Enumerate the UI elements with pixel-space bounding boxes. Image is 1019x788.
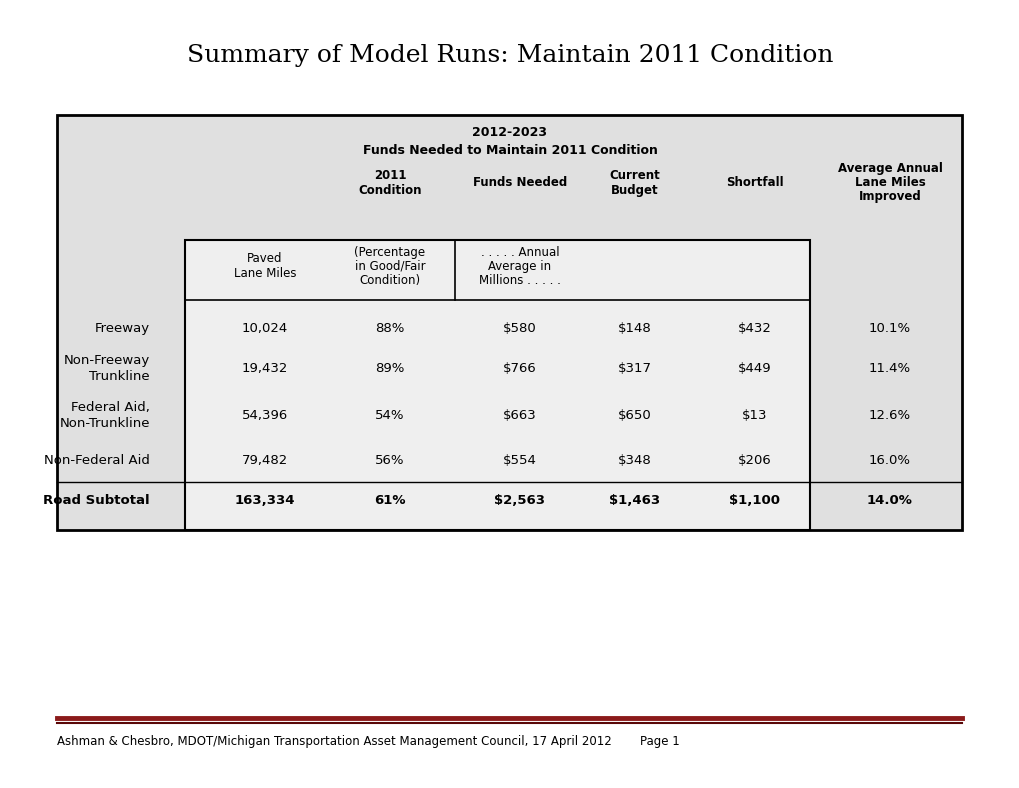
Text: in Good/Fair: in Good/Fair xyxy=(355,259,425,273)
Text: Summary of Model Runs: Maintain 2011 Condition: Summary of Model Runs: Maintain 2011 Con… xyxy=(186,43,833,66)
Text: $650: $650 xyxy=(618,408,651,422)
Text: 163,334: 163,334 xyxy=(234,493,294,507)
Text: 79,482: 79,482 xyxy=(242,454,287,466)
Text: Funds Needed to Maintain 2011 Condition: Funds Needed to Maintain 2011 Condition xyxy=(362,143,657,157)
Text: $13: $13 xyxy=(742,408,767,422)
Text: Average in: Average in xyxy=(488,259,551,273)
Text: 19,432: 19,432 xyxy=(242,362,288,374)
Text: $449: $449 xyxy=(738,362,771,374)
Text: $663: $663 xyxy=(502,408,536,422)
Text: 61%: 61% xyxy=(374,493,406,507)
Text: $554: $554 xyxy=(502,454,536,466)
Text: . . . . . Annual: . . . . . Annual xyxy=(480,246,558,258)
Text: Shortfall: Shortfall xyxy=(726,176,783,188)
Text: Page 1: Page 1 xyxy=(639,735,679,749)
Text: Non-Federal Aid: Non-Federal Aid xyxy=(44,454,150,466)
Text: $766: $766 xyxy=(502,362,536,374)
Text: Budget: Budget xyxy=(610,184,658,196)
Text: Improved: Improved xyxy=(858,189,920,203)
Text: Condition): Condition) xyxy=(359,273,420,287)
Text: $1,100: $1,100 xyxy=(729,493,780,507)
Text: Non-Trunkline: Non-Trunkline xyxy=(59,417,150,429)
Text: $206: $206 xyxy=(738,454,771,466)
Text: Average Annual: Average Annual xyxy=(837,162,942,174)
Text: Freeway: Freeway xyxy=(95,322,150,334)
Text: 2012-2023: 2012-2023 xyxy=(472,125,547,139)
Text: Condition: Condition xyxy=(358,184,421,196)
Text: $432: $432 xyxy=(738,322,771,334)
Text: Lane Miles: Lane Miles xyxy=(233,266,296,280)
Bar xyxy=(57,115,961,530)
Text: Lane Miles: Lane Miles xyxy=(854,176,924,188)
Text: Non-Freeway: Non-Freeway xyxy=(63,354,150,366)
Text: 10,024: 10,024 xyxy=(242,322,287,334)
Text: 10.1%: 10.1% xyxy=(868,322,910,334)
Text: 54,396: 54,396 xyxy=(242,408,287,422)
Text: 88%: 88% xyxy=(375,322,405,334)
Text: Paved: Paved xyxy=(247,251,282,265)
Text: 89%: 89% xyxy=(375,362,405,374)
Text: $317: $317 xyxy=(618,362,651,374)
Text: 12.6%: 12.6% xyxy=(868,408,910,422)
Text: $148: $148 xyxy=(618,322,651,334)
Text: Current: Current xyxy=(609,169,659,181)
Text: (Percentage: (Percentage xyxy=(354,246,425,258)
Text: 54%: 54% xyxy=(375,408,405,422)
Text: Ashman & Chesbro, MDOT/Michigan Transportation Asset Management Council, 17 Apri: Ashman & Chesbro, MDOT/Michigan Transpor… xyxy=(57,735,611,749)
Text: Funds Needed: Funds Needed xyxy=(473,176,567,188)
Text: 16.0%: 16.0% xyxy=(868,454,910,466)
Text: 56%: 56% xyxy=(375,454,405,466)
Text: 11.4%: 11.4% xyxy=(868,362,910,374)
Text: $1,463: $1,463 xyxy=(608,493,660,507)
Text: Road Subtotal: Road Subtotal xyxy=(44,493,150,507)
Text: $2,563: $2,563 xyxy=(494,493,545,507)
Text: $580: $580 xyxy=(502,322,536,334)
Text: 2011: 2011 xyxy=(373,169,406,181)
Text: 14.0%: 14.0% xyxy=(866,493,912,507)
Bar xyxy=(184,240,809,530)
Text: Millions . . . . .: Millions . . . . . xyxy=(479,273,560,287)
Text: Federal Aid,: Federal Aid, xyxy=(71,400,150,414)
Text: Trunkline: Trunkline xyxy=(90,370,150,382)
Text: $348: $348 xyxy=(618,454,651,466)
